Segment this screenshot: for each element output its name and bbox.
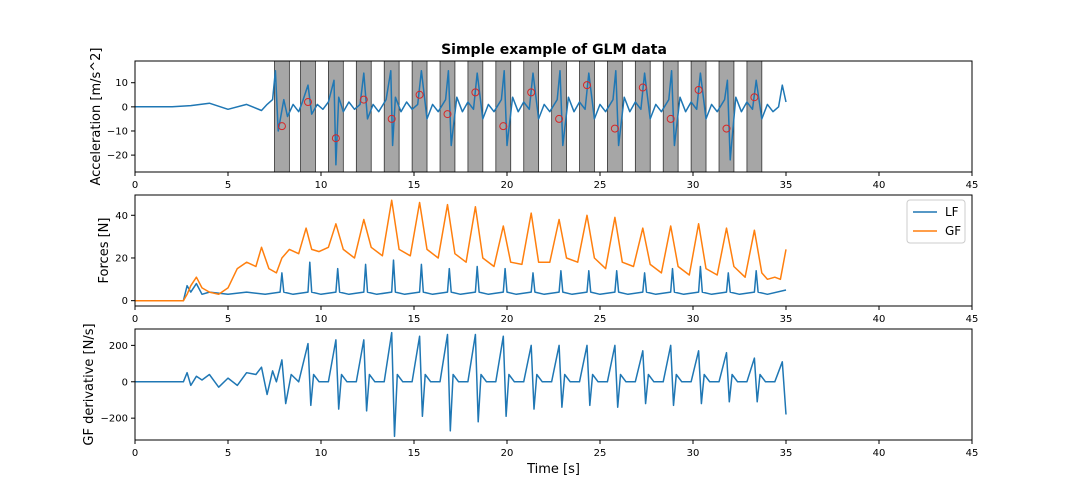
x-tick-label: 35 [780, 448, 793, 459]
x-tick-label: 15 [408, 314, 421, 325]
x-tick-label: 45 [966, 314, 979, 325]
event-marker [694, 85, 703, 94]
event-marker [638, 83, 647, 92]
event-marker [277, 122, 286, 131]
x-tick-label: 10 [315, 180, 328, 191]
y-tick-label: 40 [115, 211, 128, 222]
series-line-0 [135, 331, 787, 438]
x-tick-label: 20 [501, 314, 514, 325]
event-marker [610, 124, 619, 133]
event-marker [303, 98, 312, 107]
x-tick-label: 40 [873, 180, 886, 191]
plot-area [135, 331, 787, 438]
x-tick-label: 45 [966, 180, 979, 191]
plot-area [135, 61, 787, 172]
shaded-interval [411, 61, 428, 172]
legend-label: GF [945, 224, 961, 238]
x-tick-label: 25 [594, 180, 607, 191]
shaded-interval [718, 61, 735, 172]
event-marker [331, 134, 340, 143]
axes-frame [134, 328, 973, 441]
shaded-interval [300, 61, 316, 172]
shaded-interval [523, 61, 540, 172]
x-tick-label: 5 [225, 180, 231, 191]
event-marker [582, 81, 591, 90]
event-marker [555, 114, 564, 123]
y-tick-label: 0 [122, 296, 128, 307]
y-tick-label: 20 [115, 253, 128, 264]
x-tick-label: 15 [408, 448, 421, 459]
shaded-interval [634, 61, 651, 172]
event-marker [415, 90, 424, 99]
x-tick-label: 5 [225, 448, 231, 459]
x-tick-label: 20 [501, 448, 514, 459]
x-tick-label: 40 [873, 314, 886, 325]
shaded-interval [355, 61, 372, 172]
x-tick-label: 25 [594, 314, 607, 325]
x-tick-label: 5 [225, 314, 231, 325]
x-tick-label: 0 [132, 448, 138, 459]
x-tick-label: 40 [873, 448, 886, 459]
legend-box [906, 199, 966, 244]
event-marker [666, 114, 675, 123]
shaded-interval [579, 61, 595, 172]
y-tick-label: −200 [101, 414, 128, 425]
x-tick-label: 30 [687, 448, 700, 459]
x-tick-label: 30 [687, 180, 700, 191]
time-axis-label: Time [s] [526, 462, 580, 477]
gf-derivative-axis-label: GF derivative [N/s] [82, 323, 97, 445]
axes-frame [134, 194, 973, 307]
gf-derivative-panel: 0 5 10 15 20 25 30 35 40 45 −200 0 200 [101, 328, 979, 459]
y-tick-label: 0 [122, 377, 128, 388]
axes-frame [134, 60, 973, 173]
series-line-gf [135, 199, 787, 302]
event-marker [722, 124, 731, 133]
acceleration-panel: 0 5 10 15 20 25 30 35 40 45 −20 −10 0 10 [107, 60, 979, 191]
legend-label: LF [945, 205, 959, 219]
x-tick-label: 30 [687, 314, 700, 325]
event-marker [750, 93, 759, 102]
x-tick-label: 35 [780, 314, 793, 325]
x-tick-label: 0 [132, 314, 138, 325]
event-marker [471, 88, 480, 97]
x-tick-label: 0 [132, 180, 138, 191]
y-tick-label: 10 [115, 78, 128, 89]
y-tick-label: −20 [107, 151, 128, 162]
chart-title: Simple example of GLM data [441, 42, 667, 58]
x-tick-label: 35 [780, 180, 793, 191]
event-marker [443, 110, 452, 119]
shaded-interval [746, 61, 763, 172]
x-tick-label: 25 [594, 448, 607, 459]
event-marker [499, 122, 508, 131]
x-tick-label: 45 [966, 448, 979, 459]
shaded-interval [467, 61, 484, 172]
y-tick-label: −10 [107, 126, 128, 137]
forces-axis-label: Forces [N] [97, 218, 112, 284]
forces-panel: 0 5 10 15 20 25 30 35 40 45 0 20 40 [115, 194, 979, 325]
series-line-lf [135, 259, 787, 302]
event-marker [527, 88, 536, 97]
x-tick-label: 15 [408, 180, 421, 191]
x-tick-label: 10 [315, 314, 328, 325]
shaded-interval [690, 61, 707, 172]
legend: LF GF [906, 199, 966, 244]
plot-area [135, 199, 787, 302]
shaded-interval [274, 61, 290, 172]
y-tick-label: 0 [122, 102, 128, 113]
series-line-0 [135, 69, 787, 166]
event-marker [387, 114, 396, 123]
acceleration-axis-label: Acceleration [m/s^2] [89, 47, 104, 185]
y-tick-label: 200 [109, 341, 128, 352]
x-tick-label: 10 [315, 448, 328, 459]
x-tick-label: 20 [501, 180, 514, 191]
event-marker [359, 95, 368, 104]
